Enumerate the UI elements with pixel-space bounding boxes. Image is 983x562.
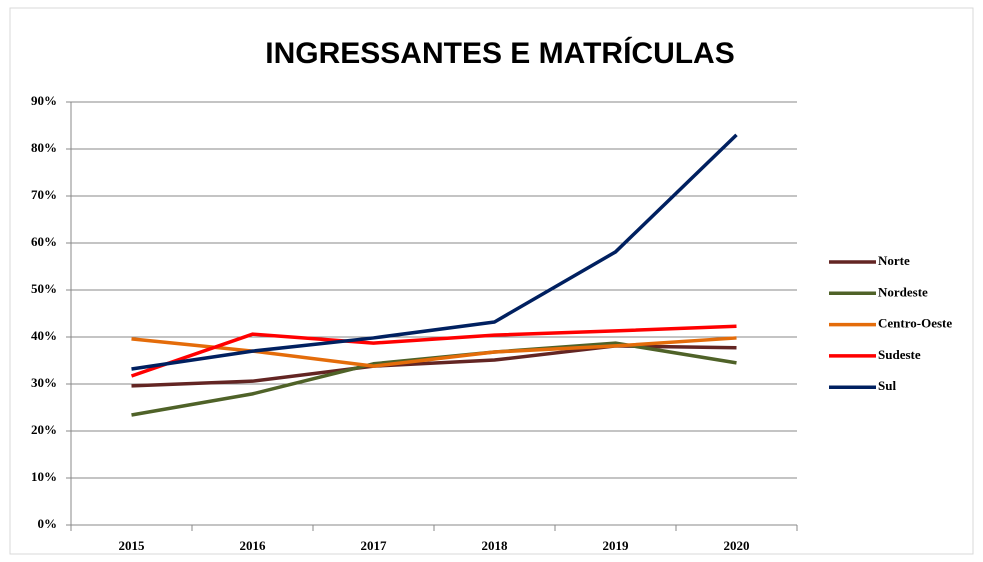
legend-label: Sul bbox=[878, 378, 896, 393]
y-tick-label: 60% bbox=[31, 234, 57, 249]
x-tick-label: 2020 bbox=[724, 538, 750, 553]
series-line bbox=[130, 324, 737, 378]
y-tick-label: 0% bbox=[38, 516, 58, 531]
y-tick-label: 40% bbox=[31, 328, 57, 343]
series-line bbox=[131, 336, 737, 368]
y-tick-label: 30% bbox=[31, 375, 57, 390]
legend-label: Centro-Oeste bbox=[878, 316, 952, 331]
legend-label: Nordeste bbox=[878, 284, 928, 299]
y-tick-label: 20% bbox=[31, 422, 57, 437]
x-tick-label: 2018 bbox=[482, 538, 509, 553]
x-tick-label: 2019 bbox=[603, 538, 630, 553]
y-tick-label: 50% bbox=[31, 281, 57, 296]
x-tick-label: 2015 bbox=[119, 538, 146, 553]
y-tick-label: 80% bbox=[31, 140, 57, 155]
x-tick-label: 2016 bbox=[240, 538, 267, 553]
y-tick-label: 10% bbox=[31, 469, 57, 484]
legend-label: Sudeste bbox=[878, 347, 921, 362]
y-tick-label: 70% bbox=[31, 187, 57, 202]
chart-frame bbox=[9, 7, 974, 555]
chart-title: INGRESSANTES E MATRÍCULAS bbox=[265, 36, 734, 70]
y-tick-label: 90% bbox=[31, 93, 57, 108]
x-tick-label: 2017 bbox=[361, 538, 388, 553]
series-line bbox=[131, 133, 738, 371]
legend-label: Norte bbox=[878, 253, 910, 268]
